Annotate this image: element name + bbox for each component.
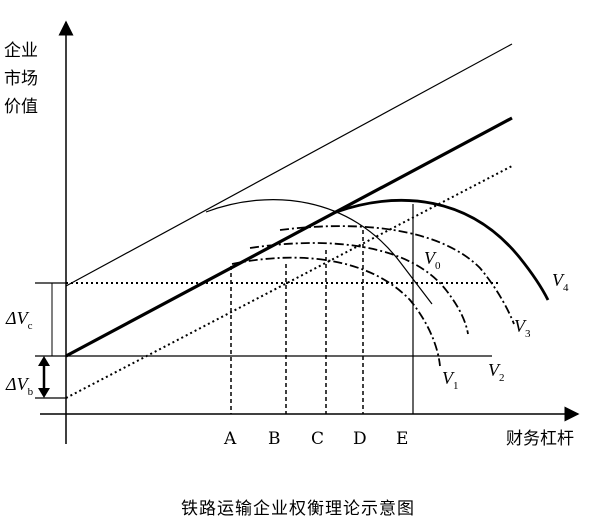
x-tick-d: D bbox=[353, 429, 367, 449]
v3-label: V3 bbox=[514, 316, 531, 340]
v4-curve bbox=[335, 198, 550, 301]
upper-thin-line bbox=[65, 43, 513, 287]
x-tick-c: C bbox=[311, 429, 324, 449]
unlevered-value-line bbox=[65, 116, 513, 358]
x-tick-b: B bbox=[268, 429, 281, 449]
v2-label: V2 bbox=[488, 360, 505, 384]
x-tick-a: A bbox=[223, 429, 237, 449]
v4-label: V4 bbox=[552, 270, 569, 294]
v1-label: V1 bbox=[442, 368, 459, 392]
y-axis-label-line1: 企业 bbox=[4, 41, 38, 61]
x-tick-e: E bbox=[396, 429, 408, 449]
v2-curve bbox=[249, 242, 469, 335]
v1-curve bbox=[231, 256, 441, 367]
v3-curve bbox=[279, 225, 515, 325]
v0-label: V0 bbox=[424, 248, 441, 272]
delta-vc-label: ΔVc bbox=[5, 308, 33, 332]
figure-caption: 铁路运输企业权衡理论示意图 bbox=[181, 499, 415, 519]
delta-vb-label: ΔVb bbox=[5, 374, 34, 398]
y-axis-label-line3: 价值 bbox=[4, 97, 38, 117]
y-axis-label-line2: 市场 bbox=[4, 69, 38, 89]
v0-curve bbox=[205, 199, 433, 305]
x-axis-label: 财务杠杆 bbox=[506, 429, 574, 449]
lower-dotted-line bbox=[65, 165, 513, 399]
